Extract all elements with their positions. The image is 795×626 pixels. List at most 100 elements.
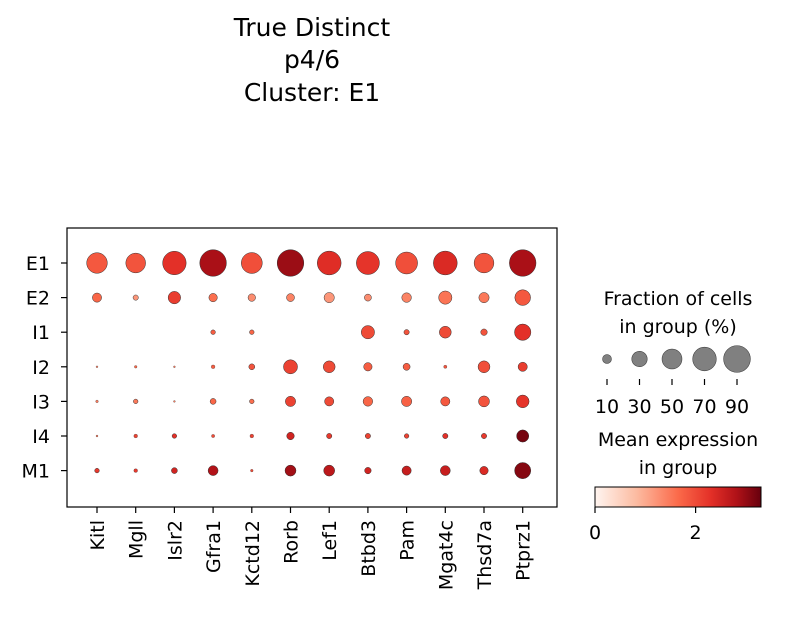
dot-mark (162, 251, 187, 275)
size-legend-label: 10 (595, 396, 619, 418)
dot-mark (125, 252, 146, 274)
dot-mark (276, 249, 305, 277)
dot-mark (433, 250, 458, 276)
dot-mark (438, 290, 453, 305)
size-legend-dot (692, 346, 717, 372)
color-legend-title-line-1: Mean expression (598, 429, 758, 451)
dot-mark (286, 431, 295, 441)
dot-marks (86, 249, 537, 479)
size-legend-label: 50 (660, 396, 684, 418)
title-line-3: Cluster: E1 (244, 78, 380, 107)
size-legend-label: 30 (627, 396, 651, 418)
dot-mark (440, 465, 451, 476)
dot-mark (517, 361, 528, 372)
y-tick-label: E1 (26, 253, 50, 275)
x-tick-label: Rorb (281, 520, 303, 564)
dot-mark (442, 433, 449, 439)
colorbar-tick-label: 0 (589, 522, 601, 544)
title-line-1: True Distinct (233, 13, 391, 42)
dot-mark (440, 396, 451, 407)
x-tick-label: Islr2 (164, 520, 186, 561)
size-legend-dot (631, 350, 648, 368)
dot-mark (211, 364, 216, 369)
dot-mark (514, 323, 532, 341)
dot-mark (516, 394, 530, 409)
dot-mark (171, 467, 178, 474)
dot-mark (478, 395, 490, 408)
y-tick-label: I1 (32, 322, 50, 344)
dot-mark (134, 365, 138, 369)
dot-mark (323, 360, 336, 373)
dot-mark (402, 363, 411, 371)
dot-mark (401, 465, 412, 476)
dot-mark (249, 433, 254, 439)
dot-mark (285, 395, 296, 407)
dot-mark (514, 462, 532, 479)
dot-mark (211, 434, 215, 438)
dot-mark (249, 329, 255, 335)
size-legend-title-line-1: Fraction of cells (604, 288, 753, 310)
size-legend-dot (723, 345, 751, 373)
y-axis-ticks: E1 E2 I1 I2 I3 I4 M1 (22, 253, 67, 483)
dot-mark (362, 396, 373, 407)
dot-mark (133, 433, 138, 439)
y-tick-label: I2 (32, 357, 50, 379)
x-tick-label: Lef1 (319, 520, 341, 561)
dot-mark (247, 293, 256, 302)
colorbar (594, 486, 762, 508)
x-tick-label: Mgat4c (435, 520, 457, 590)
dot-mark (364, 433, 371, 439)
dot-mark (404, 433, 410, 439)
y-tick-label: I4 (32, 426, 50, 448)
chart-title: True Distinct p4/6 Cluster: E1 (233, 13, 391, 107)
dot-mark (86, 252, 108, 274)
x-tick-label: Kctd12 (242, 520, 264, 587)
dot-mark (403, 329, 410, 336)
dot-mark (401, 292, 412, 303)
dot-mark (171, 433, 177, 439)
dot-mark (133, 468, 138, 473)
plot-area-frame (66, 227, 558, 508)
dot-mark (363, 362, 373, 372)
size-legend-dot (661, 348, 683, 370)
dot-mark (199, 249, 227, 277)
dot-mark (514, 289, 531, 306)
dot-mark (132, 294, 139, 301)
y-tick-label: M1 (22, 461, 50, 483)
dot-mark (173, 365, 176, 368)
dot-mark (249, 398, 255, 404)
size-legend-title-line-2: in group (%) (619, 316, 736, 338)
dot-mark (326, 433, 333, 439)
dot-mark (481, 433, 487, 439)
dot-mark (95, 365, 99, 368)
dot-mark (250, 469, 254, 473)
dot-mark (167, 291, 181, 305)
x-tick-label: Ptprz1 (513, 520, 535, 581)
dot-mark (364, 467, 372, 475)
size-legend-label: 70 (692, 396, 716, 418)
size-legend-label: 90 (725, 396, 749, 418)
dot-mark (324, 396, 335, 407)
size-legend: Fraction of cells in group (%) 10 30 50 70 9… (595, 288, 753, 418)
x-tick-label: Mgll (126, 520, 148, 559)
x-tick-label: Kitl (87, 520, 109, 550)
dot-mark (241, 252, 263, 274)
dot-mark (439, 326, 452, 339)
dot-mark (208, 293, 218, 303)
dot-mark (364, 293, 372, 302)
x-tick-label: Btbd3 (358, 520, 380, 577)
dot-mark (395, 251, 418, 275)
x-tick-label: Thsd7a (474, 520, 496, 590)
dot-mark (317, 250, 342, 276)
dot-mark (361, 325, 375, 340)
dot-mark (323, 292, 335, 304)
dot-mark (356, 251, 380, 275)
dot-mark (479, 466, 489, 476)
dot-mark (284, 464, 297, 477)
dot-mark (478, 292, 490, 304)
colorbar-tick-label: 2 (690, 522, 702, 544)
dot-mark (283, 359, 298, 375)
